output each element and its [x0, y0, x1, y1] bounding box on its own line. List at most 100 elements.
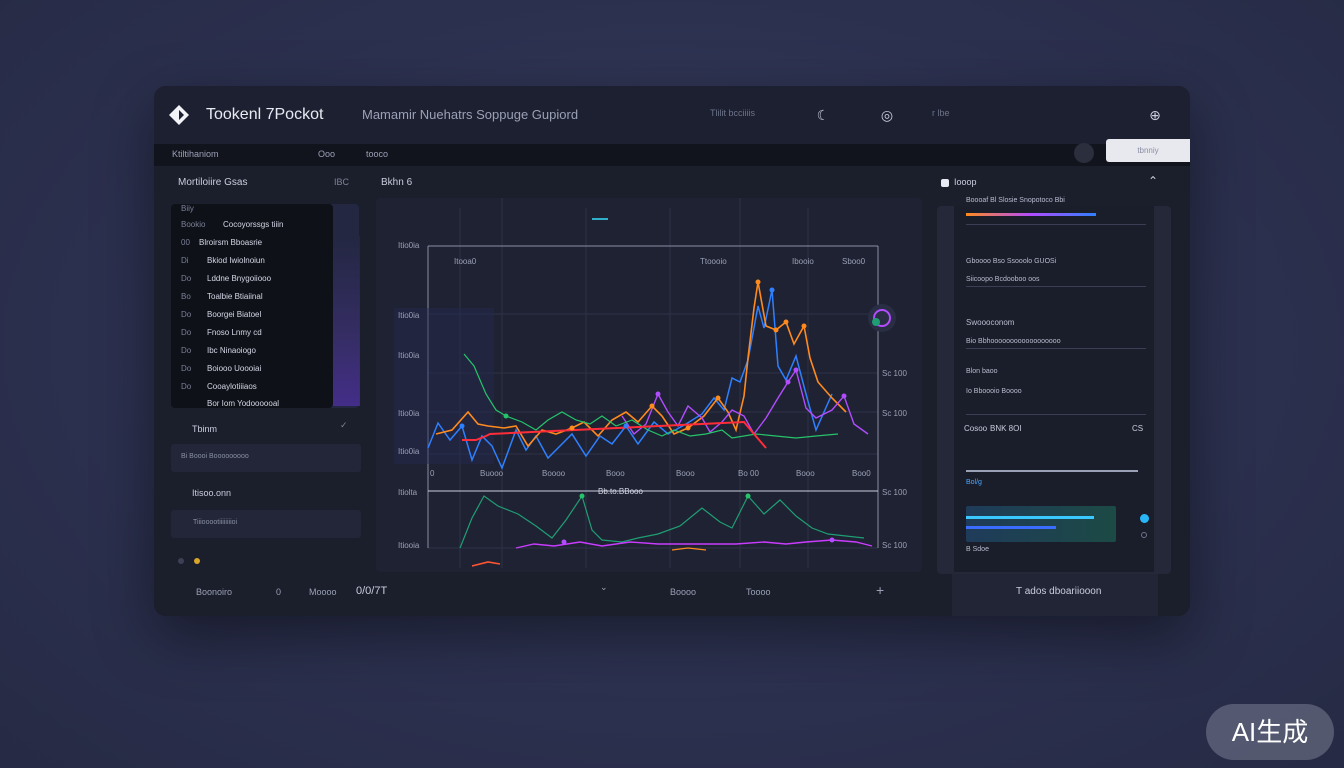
- chevron-down-icon[interactable]: ⌄: [600, 582, 608, 592]
- globe-icon[interactable]: ◎: [880, 107, 894, 123]
- status-right-panel: [952, 574, 1158, 616]
- series-green: [463, 353, 839, 439]
- toolbar-item-3[interactable]: tooco: [366, 149, 389, 159]
- plus-icon[interactable]: +: [876, 582, 885, 598]
- data-point: [841, 393, 847, 399]
- top-label: Ttoooio: [700, 257, 727, 266]
- chart-badge-icon[interactable]: [868, 304, 896, 332]
- left-panel-tag: IBC: [334, 177, 350, 187]
- asset-list: Biiy Bookio Cocoyorssgs tiiin 00 Blroirsm …: [171, 204, 333, 408]
- list-item[interactable]: Bo Toalbie Btiaiinal: [181, 292, 263, 301]
- y-label: Itio0ia: [398, 311, 420, 320]
- series-orange: [435, 281, 847, 448]
- app-window: Tookenl 7Pockot Mamamir Nuehatrs Soppuge…: [154, 86, 1190, 616]
- right-panel-title: Iooop: [954, 177, 977, 187]
- left-card-2[interactable]: Tiiiooootiiiiiiiioi: [171, 510, 361, 538]
- top-label: Ibooio: [792, 257, 814, 266]
- top-indicator: [592, 218, 608, 220]
- y-label-right: Sc 100: [882, 488, 907, 497]
- refresh-icon[interactable]: ☾: [816, 107, 830, 123]
- divider: [966, 224, 1146, 225]
- x-label: Buooo: [480, 469, 504, 478]
- list-preview-strip: [332, 236, 360, 406]
- right-row: Siicoopo Bcdooboo oos: [966, 276, 1040, 283]
- y-label: Itio0ia: [398, 241, 420, 250]
- list-item[interactable]: Do Lddne Bnygoiiooo: [181, 274, 272, 283]
- data-point: [503, 413, 509, 419]
- right-row: Blon baoo: [966, 368, 998, 375]
- y-label: Itio0ia: [398, 447, 420, 456]
- list-item[interactable]: Do Boorgei Biatoel: [181, 310, 262, 319]
- status-item[interactable]: 0/0/7T: [356, 585, 388, 597]
- data-point: [769, 287, 775, 293]
- data-point: [829, 537, 835, 543]
- data-point: [773, 327, 779, 333]
- chevron-down-icon[interactable]: ✓: [340, 420, 348, 430]
- x-label: Booo: [796, 469, 815, 478]
- price-chart[interactable]: Itio0ia Itio0ia Itio0ia Itio0ia Itio0ia …: [376, 198, 922, 572]
- title-bar: Tookenl 7Pockot Mamamir Nuehatrs Soppuge…: [154, 86, 1190, 144]
- left-section-title-2: Itisoo.onn: [192, 488, 232, 498]
- top-label: Sboo0: [842, 257, 866, 266]
- list-item[interactable]: 00 Blroirsm Bboasrie: [181, 238, 263, 247]
- add-circle-icon[interactable]: ⊕: [1149, 107, 1161, 123]
- divider: [966, 414, 1146, 415]
- stat-right: CS: [1132, 424, 1144, 433]
- list-item[interactable]: Do Fnoso Lnmy cd: [181, 328, 262, 337]
- stat-value: BNK 8OI: [990, 424, 1022, 433]
- sparkline: [966, 213, 1096, 216]
- list-item[interactable]: Bookio Cocoyorssgs tiiin: [181, 220, 284, 229]
- header-small-text: Tlilit bcciiiis: [710, 108, 755, 118]
- data-point: [459, 423, 465, 429]
- divider: [966, 348, 1146, 349]
- series-red: [462, 420, 767, 449]
- page-dot[interactable]: [178, 558, 184, 564]
- divider-label: Bb.to.BBooo: [598, 487, 643, 496]
- status-dot[interactable]: [1141, 532, 1147, 538]
- list-item[interactable]: Do Ibc Ninaoiogo: [181, 346, 256, 355]
- y-label: Itiooia: [398, 541, 420, 550]
- data-point: [793, 367, 799, 373]
- app-logo-icon: [169, 105, 189, 125]
- list-item[interactable]: Di Bkiod Iwiolnoiun: [181, 256, 265, 265]
- data-point: [623, 423, 629, 429]
- status-item[interactable]: Toooo: [746, 587, 771, 597]
- x-label: Boooo: [542, 469, 566, 478]
- data-point: [801, 323, 807, 329]
- y-label: Itio0ia: [398, 409, 420, 418]
- list-item[interactable]: Do Cooaylotiiiaos: [181, 382, 257, 391]
- y-label: Itiolta: [398, 488, 418, 497]
- highlight-card[interactable]: [966, 506, 1116, 542]
- toolbar-action-button[interactable]: tbnniy: [1106, 139, 1190, 162]
- page-dot-active[interactable]: [194, 558, 200, 564]
- y-label-right: Sc 100: [882, 409, 907, 418]
- status-item[interactable]: Boooo: [670, 587, 697, 597]
- x-label: Bo 00: [738, 469, 759, 478]
- status-item[interactable]: Boonoiro: [196, 587, 233, 597]
- list-item[interactable]: Bor Iom Yodoooooal: [207, 399, 280, 408]
- status-item[interactable]: Moooo: [309, 587, 337, 597]
- right-row: Io Bboooio Boooo: [966, 388, 1022, 395]
- series-lower-red: [471, 561, 501, 567]
- list-item[interactable]: Do Boiooo Uoooiai: [181, 364, 262, 373]
- status-dot-active[interactable]: [1140, 514, 1149, 523]
- data-point: [715, 395, 721, 401]
- status-item[interactable]: 0: [276, 587, 282, 597]
- data-point: [783, 319, 789, 325]
- x-label: Booo: [676, 469, 695, 478]
- series-lower-orange: [671, 547, 707, 551]
- divider: [966, 286, 1146, 287]
- app-subtitle: Mamamir Nuehatrs Soppuge Gupiord: [362, 107, 579, 122]
- toolbar-toggle-icon[interactable]: [1074, 143, 1094, 163]
- status-right-text: T ados dboariiooon: [1016, 586, 1102, 597]
- list-header: Biiy: [181, 204, 194, 213]
- chevron-up-icon[interactable]: ⌃: [1148, 174, 1159, 188]
- chart-title: Bkhn 6: [381, 177, 413, 188]
- left-card[interactable]: Bi Boooi Booooooooo: [171, 444, 361, 472]
- toolbar-item-2[interactable]: Ooo: [318, 149, 336, 159]
- left-panel-title: Mortiloiire Gsas: [178, 177, 248, 188]
- data-point: [685, 425, 691, 431]
- toolbar-item-1[interactable]: Ktiltihaniom: [172, 149, 219, 159]
- series-purple: [621, 368, 869, 436]
- right-row: Gboooo Bso Ssooolo GUOSi: [966, 258, 1057, 265]
